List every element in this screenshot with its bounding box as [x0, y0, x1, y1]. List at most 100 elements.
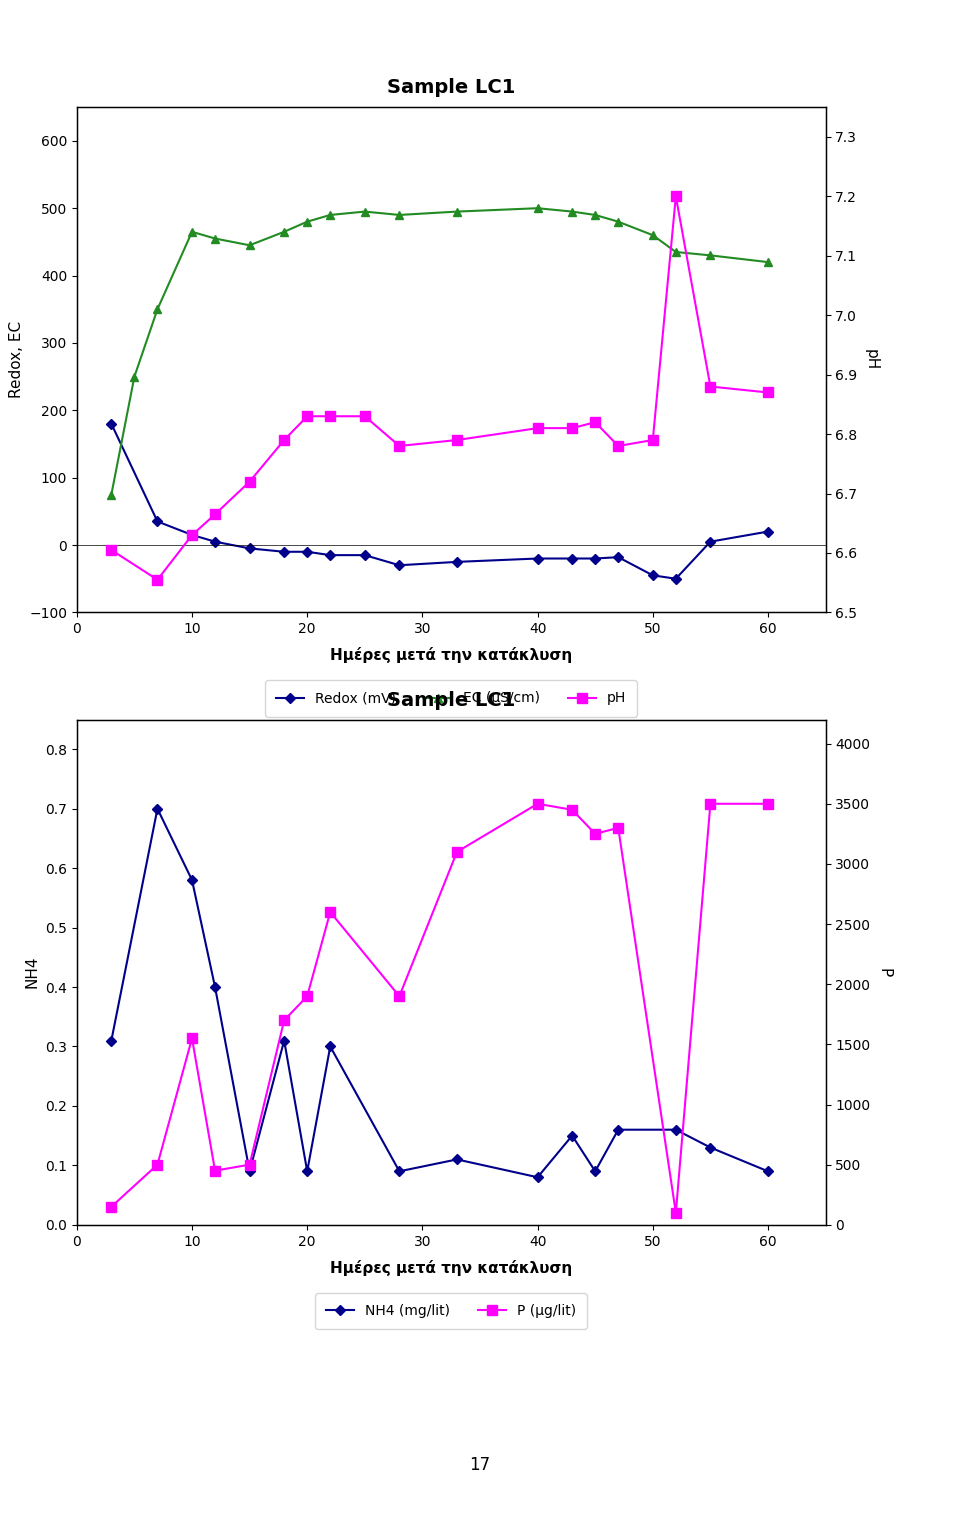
Redox (mV): [152, 513, 163, 531]
Redox (mV): [451, 553, 463, 571]
EC (μS/cm): [129, 367, 140, 386]
NH4 (mg/lit): [324, 1038, 336, 1056]
NH4 (mg/lit): [566, 1127, 578, 1145]
pH: [705, 377, 716, 395]
pH: [244, 473, 255, 491]
Line: NH4 (mg/lit): NH4 (mg/lit): [108, 805, 772, 1180]
NH4 (mg/lit): [106, 1032, 117, 1050]
pH: [670, 187, 682, 205]
Title: Sample LC1: Sample LC1: [387, 78, 516, 98]
Legend: NH4 (mg/lit), P (μg/lit): NH4 (mg/lit), P (μg/lit): [315, 1292, 588, 1329]
Redox (mV): [566, 550, 578, 568]
pH: [566, 419, 578, 438]
P (μg/lit): [394, 987, 405, 1006]
Redox (mV): [244, 539, 255, 557]
pH: [278, 430, 290, 449]
EC (μS/cm): [209, 230, 221, 248]
NH4 (mg/lit): [705, 1139, 716, 1157]
EC (μS/cm): [589, 205, 601, 224]
Redox (mV): [359, 547, 371, 565]
NH4 (mg/lit): [186, 871, 198, 890]
P (μg/lit): [532, 795, 543, 813]
P (μg/lit): [589, 825, 601, 844]
NH4 (mg/lit): [762, 1162, 774, 1180]
EC (μS/cm): [566, 202, 578, 220]
P (μg/lit): [670, 1203, 682, 1222]
P (μg/lit): [244, 1156, 255, 1174]
EC (μS/cm): [278, 222, 290, 240]
P (μg/lit): [566, 801, 578, 819]
EC (μS/cm): [324, 205, 336, 224]
EC (μS/cm): [451, 202, 463, 220]
pH: [106, 540, 117, 559]
P (μg/lit): [451, 842, 463, 860]
EC (μS/cm): [301, 213, 313, 231]
Text: 17: 17: [469, 1456, 491, 1474]
EC (μS/cm): [186, 222, 198, 240]
NH4 (mg/lit): [532, 1168, 543, 1187]
pH: [647, 430, 659, 449]
EC (μS/cm): [394, 205, 405, 224]
P (μg/lit): [152, 1156, 163, 1174]
Redox (mV): [301, 542, 313, 560]
Line: pH: pH: [107, 191, 773, 585]
Line: Redox (mV): Redox (mV): [108, 421, 772, 582]
EC (μS/cm): [705, 246, 716, 265]
pH: [359, 407, 371, 426]
P (μg/lit): [612, 819, 624, 837]
EC (μS/cm): [359, 202, 371, 220]
Line: EC (μS/cm): EC (μS/cm): [108, 204, 772, 499]
pH: [152, 571, 163, 589]
NH4 (mg/lit): [301, 1162, 313, 1180]
Redox (mV): [647, 566, 659, 585]
P (μg/lit): [324, 903, 336, 922]
Legend: Redox (mV), EC (μS/cm), pH: Redox (mV), EC (μS/cm), pH: [265, 680, 637, 717]
EC (μS/cm): [647, 227, 659, 245]
P (μg/lit): [278, 1010, 290, 1029]
EC (μS/cm): [152, 300, 163, 318]
Line: P (μg/lit): P (μg/lit): [107, 799, 773, 1217]
Y-axis label: NH4: NH4: [25, 955, 39, 989]
NH4 (mg/lit): [209, 978, 221, 997]
P (μg/lit): [209, 1162, 221, 1180]
EC (μS/cm): [106, 485, 117, 504]
pH: [324, 407, 336, 426]
P (μg/lit): [705, 795, 716, 813]
X-axis label: Ημέρες μετά την κατάκλυση: Ημέρες μετά την κατάκλυση: [330, 1260, 572, 1275]
EC (μS/cm): [532, 199, 543, 217]
pH: [532, 419, 543, 438]
Redox (mV): [324, 547, 336, 565]
P (μg/lit): [762, 795, 774, 813]
NH4 (mg/lit): [244, 1162, 255, 1180]
Redox (mV): [532, 550, 543, 568]
pH: [301, 407, 313, 426]
pH: [209, 505, 221, 524]
P (μg/lit): [106, 1197, 117, 1216]
Y-axis label: P: P: [876, 968, 891, 977]
NH4 (mg/lit): [278, 1032, 290, 1050]
pH: [762, 383, 774, 401]
pH: [394, 436, 405, 455]
pH: [186, 527, 198, 545]
NH4 (mg/lit): [589, 1162, 601, 1180]
Y-axis label: pH: pH: [863, 349, 878, 371]
EC (μS/cm): [612, 213, 624, 231]
NH4 (mg/lit): [612, 1121, 624, 1139]
EC (μS/cm): [762, 253, 774, 271]
NH4 (mg/lit): [394, 1162, 405, 1180]
EC (μS/cm): [244, 236, 255, 254]
Redox (mV): [186, 525, 198, 544]
EC (μS/cm): [670, 243, 682, 262]
NH4 (mg/lit): [670, 1121, 682, 1139]
P (μg/lit): [301, 987, 313, 1006]
pH: [589, 413, 601, 432]
Redox (mV): [589, 550, 601, 568]
pH: [612, 436, 624, 455]
Redox (mV): [612, 548, 624, 566]
Redox (mV): [670, 570, 682, 588]
P (μg/lit): [186, 1029, 198, 1047]
Redox (mV): [394, 556, 405, 574]
Redox (mV): [762, 522, 774, 540]
pH: [451, 430, 463, 449]
X-axis label: Ημέρες μετά την κατάκλυση: Ημέρες μετά την κατάκλυση: [330, 648, 572, 663]
